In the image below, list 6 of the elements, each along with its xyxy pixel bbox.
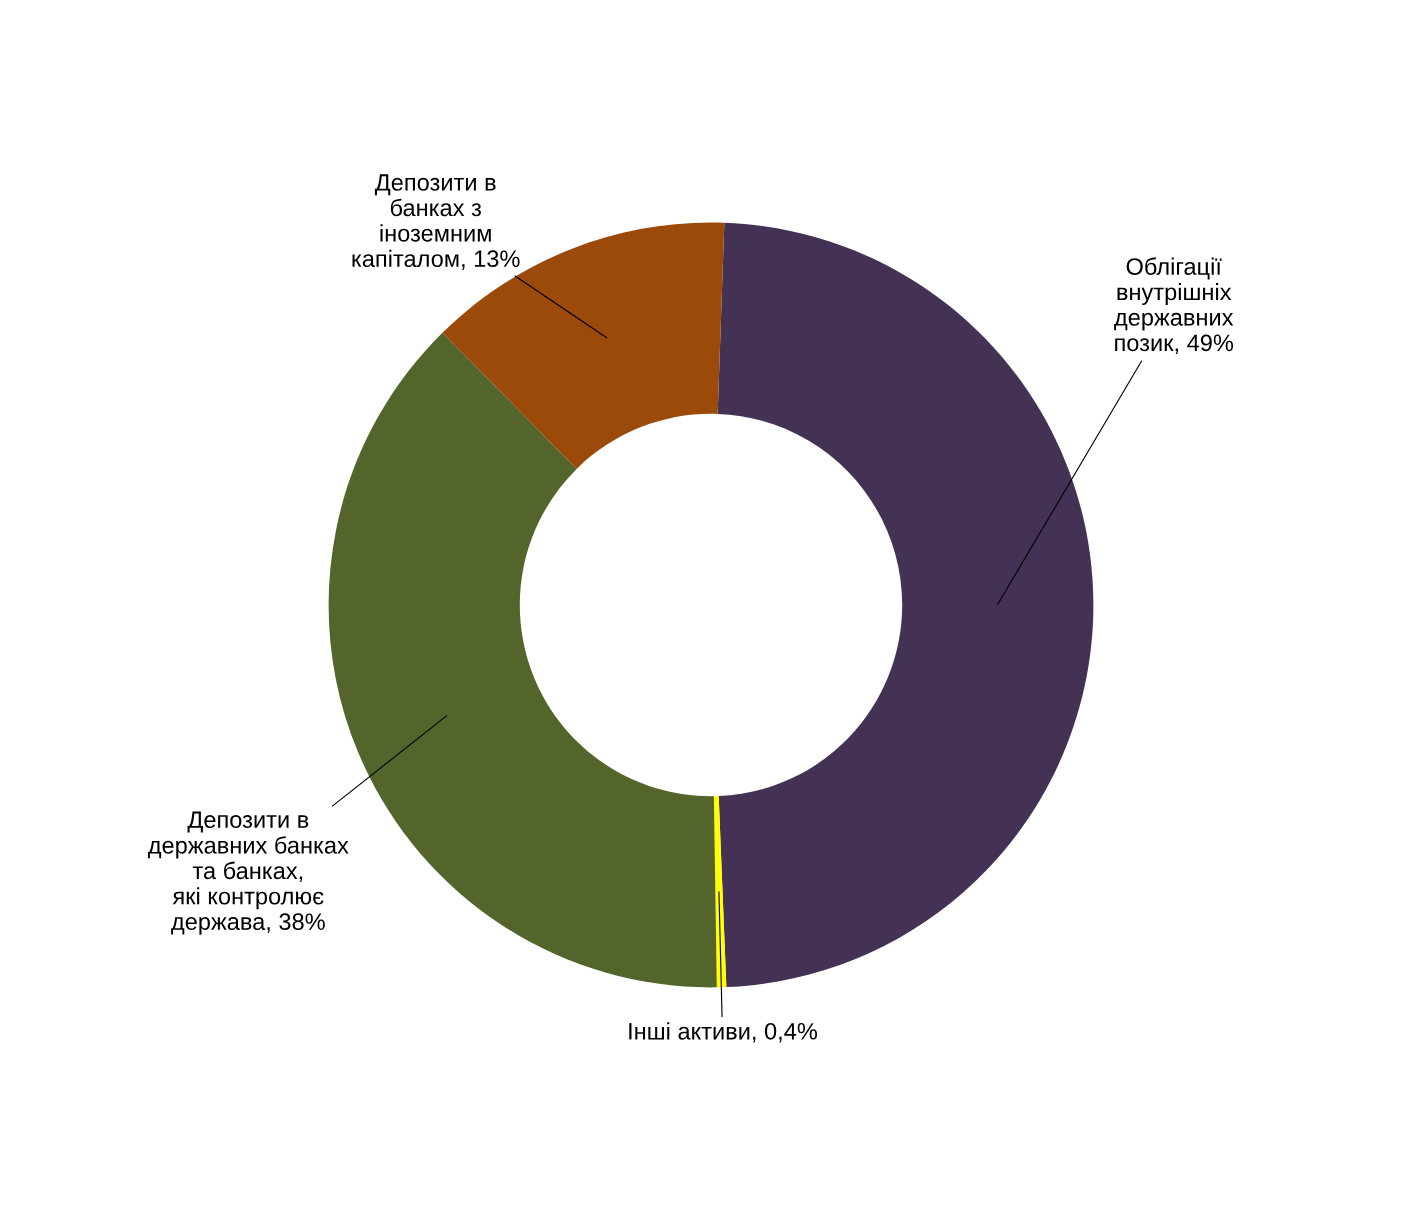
donut-slice	[717, 222, 1094, 988]
slice-label: Депозити в банках з іноземним капіталом, 13%	[352, 174, 520, 270]
donut-slice	[713, 796, 727, 988]
slice-label: Інші активи, 0,4%	[629, 1022, 818, 1043]
slice-label: Депозити в державних банках та банках, які контролює держава, 38%	[148, 811, 349, 935]
slice-label: Облігації внутрішніх державних позик, 49%	[1114, 257, 1234, 355]
